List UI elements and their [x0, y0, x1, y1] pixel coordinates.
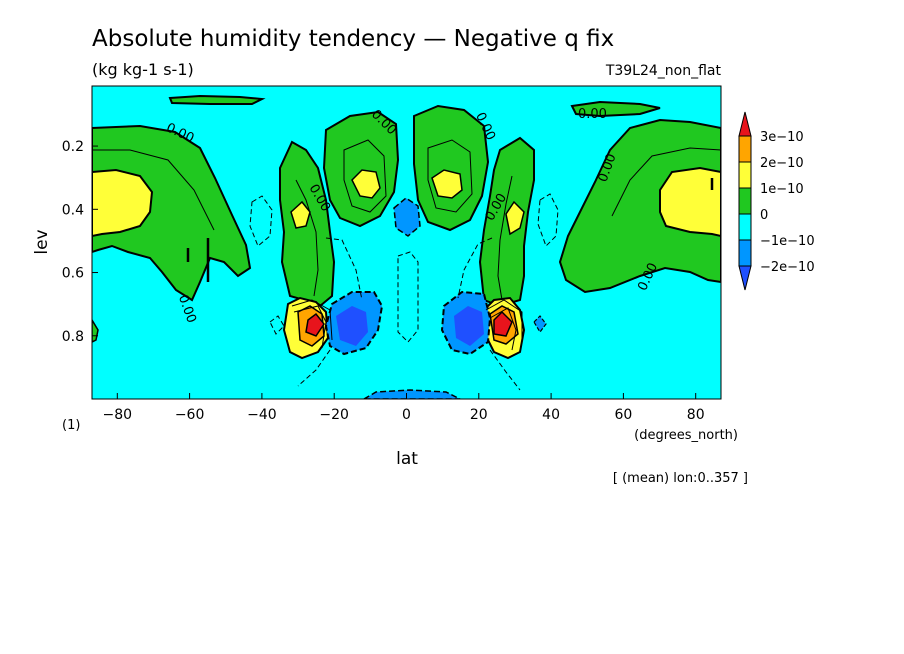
- chart-units: (kg kg-1 s-1): [92, 60, 194, 79]
- x-axis-units: (degrees_north): [634, 428, 738, 443]
- x-tick-label: 60: [614, 407, 632, 423]
- region-blue-small-right: [533, 315, 547, 334]
- contour-field: 0.00 0.00 0.00 0.00 0.00 0.00 0.00 0.00 …: [92, 86, 721, 399]
- y-tick-label: 0.6: [62, 266, 84, 282]
- y-tick-label: 0.2: [62, 139, 84, 155]
- y-axis-label: lev: [32, 229, 52, 254]
- x-axis-label: lat: [396, 449, 418, 469]
- dashed-contour-left-flank: [249, 195, 273, 247]
- region-green-right-lobe: [558, 118, 721, 294]
- dashed-contour-lower-right: [457, 237, 493, 299]
- contour-line-right-core-2: [489, 307, 517, 351]
- x-axis: −80 −60 −40 −20 0 20 40 60 80: [103, 393, 705, 423]
- colorbar-swatch-top-triangle: [738, 111, 752, 137]
- x-tick-label: 40: [542, 407, 560, 423]
- colorbar-level-label: −1e−10: [760, 234, 815, 249]
- region-green-left-inner-lobe: [322, 110, 400, 228]
- contour-line-left-inner-lobe: [343, 139, 387, 213]
- region-red-right: [493, 310, 513, 337]
- region-yellow-right-inner: [431, 169, 463, 199]
- contour-line-left-core-2: [293, 305, 327, 349]
- region-blue-bottom: [362, 389, 461, 399]
- colorbar-level-label: 2e−10: [760, 156, 804, 171]
- region-yellow-left-small: [290, 200, 311, 229]
- contour-line-right-inner-lobe: [427, 139, 473, 213]
- y-tick-label: 0.8: [62, 329, 84, 345]
- contour-line-right-core-1: [485, 299, 523, 344]
- region-darkblue-right: [454, 306, 484, 346]
- region-blue-center: [393, 197, 421, 237]
- region-green-left-patch: [92, 318, 99, 343]
- colorbar: 3e−10 2e−10 1e−10 0 −1e−10 −2e−10: [738, 111, 815, 291]
- dashed-contour-right-flank: [537, 193, 559, 247]
- region-darkblue-left: [336, 306, 368, 346]
- region-yellow-far-left: [92, 168, 154, 238]
- colorbar-level-label: 3e−10: [760, 130, 804, 145]
- experiment-label: T39L24_non_flat: [605, 63, 722, 79]
- contour-line-left-column-inner: [295, 179, 319, 297]
- colorbar-swatch-cyan: [738, 213, 752, 241]
- thick-lines: [186, 178, 714, 282]
- x-tick-label: −80: [103, 407, 133, 423]
- y-axis: 0.2 0.4 0.6 0.8: [62, 139, 98, 345]
- x-tick-label: −60: [175, 407, 205, 423]
- x-tick-label: −40: [247, 407, 277, 423]
- x-tick-label: 20: [470, 407, 488, 423]
- x-tick-label: 0: [402, 407, 411, 423]
- colorbar-swatch-green: [738, 187, 752, 215]
- contour-line-right-lobe-inner: [611, 147, 721, 217]
- colorbar-swatch-orange: [738, 135, 752, 163]
- y-tick-label: 0.4: [62, 202, 84, 218]
- contour-label-top-right: 0.00: [578, 107, 607, 122]
- dashed-contour-lower-left: [325, 237, 363, 301]
- colorbar-swatch-bottom-triangle: [738, 265, 752, 291]
- contour-line-right-column-inner: [497, 175, 513, 301]
- mean-note: [ (mean) lon:0..357 ]: [613, 471, 748, 486]
- region-green-top-left-strip: [168, 94, 266, 105]
- region-yellow-far-right: [659, 166, 721, 238]
- contour-line-left-core-1: [291, 299, 333, 341]
- dashed-contour-bottom-left: [297, 349, 331, 387]
- colorbar-swatch-yellow: [738, 161, 752, 189]
- colorbar-level-label: 0: [760, 208, 768, 223]
- region-green-left-lobe: [92, 124, 252, 302]
- region-red-left: [305, 312, 325, 337]
- chart-title: Absolute humidity tendency — Negative q …: [92, 26, 614, 52]
- thin-contours: [92, 139, 721, 351]
- contour-line-left-lobe-inner: [92, 149, 215, 231]
- colorbar-level-label: −2e−10: [760, 260, 815, 275]
- dashed-contour-central-column: [397, 251, 419, 343]
- y-axis-units: (1): [62, 418, 80, 433]
- colorbar-swatch-lightblue: [738, 239, 752, 267]
- dashed-contours: [249, 193, 559, 391]
- dashed-contour-bottom-right: [489, 349, 521, 391]
- x-tick-label: −20: [319, 407, 349, 423]
- region-green-right-inner-lobe: [413, 104, 490, 232]
- region-green-top-right-strip: [570, 100, 661, 118]
- region-yellow-left-inner: [351, 169, 381, 199]
- x-tick-label: 80: [687, 407, 705, 423]
- colorbar-level-label: 1e−10: [760, 182, 804, 197]
- region-yellow-right-small: [505, 200, 525, 236]
